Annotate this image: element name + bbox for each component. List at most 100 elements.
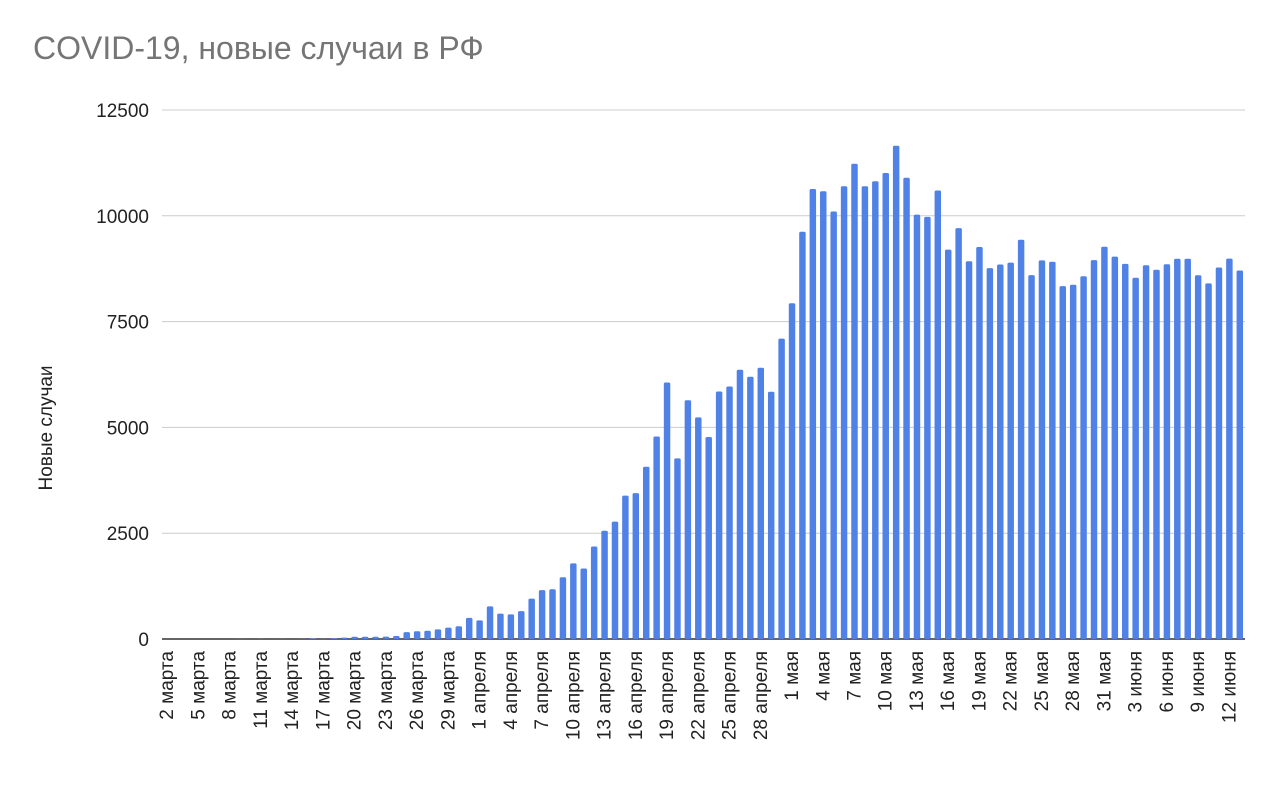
bar [361, 636, 369, 639]
bar [1174, 258, 1181, 639]
bar [590, 546, 598, 639]
x-tick-label: 29 марта [438, 651, 459, 731]
y-tick-label: 5000 [107, 418, 149, 439]
bar [997, 264, 1004, 639]
bar [757, 367, 765, 639]
bar [507, 614, 515, 639]
bar [330, 638, 338, 639]
bar [1153, 269, 1160, 639]
bar [830, 211, 837, 640]
bar [861, 186, 869, 639]
x-tick-label: 25 апреля [720, 651, 741, 740]
bar [892, 145, 900, 639]
bar [872, 181, 879, 639]
bar [1101, 246, 1108, 639]
bar [580, 568, 587, 639]
x-tick-label: 1 апреля [470, 651, 491, 730]
x-tick-label: 26 марта [407, 651, 428, 731]
bar [611, 521, 619, 639]
bar [736, 369, 744, 639]
bar [570, 563, 577, 639]
bar [1184, 258, 1191, 639]
chart-title: COVID-19, новые случаи в РФ [33, 30, 484, 66]
bar [1236, 270, 1244, 639]
x-tick-label: 19 мая [969, 651, 990, 711]
bar [799, 231, 806, 639]
x-tick-label: 5 марта [188, 651, 209, 720]
bar [1132, 277, 1139, 639]
bar [538, 590, 546, 639]
bar [955, 228, 962, 639]
x-tick-label: 17 марта [313, 651, 334, 731]
bar [1059, 286, 1066, 639]
y-tick-label: 7500 [107, 313, 149, 334]
bar [497, 613, 504, 639]
bar [726, 386, 733, 639]
bar [1028, 275, 1035, 639]
bar [705, 436, 712, 639]
bar [559, 577, 567, 639]
bar [913, 214, 921, 639]
bar [767, 391, 775, 639]
bar [1194, 275, 1202, 639]
x-tick-label: 4 мая [813, 651, 834, 701]
x-tick-label: 23 марта [376, 651, 397, 731]
bar [382, 636, 390, 639]
bar [601, 530, 608, 639]
bar [309, 638, 317, 639]
x-tick-label: 4 апреля [501, 651, 522, 730]
bar [518, 611, 525, 639]
x-tick-label: 2 марта [157, 651, 178, 720]
bar [372, 636, 379, 639]
x-tick-label: 22 апреля [688, 651, 709, 740]
x-tick-label: 28 мая [1063, 651, 1084, 711]
bar [674, 458, 681, 639]
bar [1142, 265, 1150, 639]
x-tick-label: 7 мая [845, 651, 866, 701]
bar [549, 589, 556, 639]
x-tick-label: 8 марта [220, 651, 241, 720]
bar [528, 598, 535, 639]
x-axis-ticks: 2 марта 5 марта 8 марта 11 марта 14 марта 17 … [157, 651, 1240, 741]
y-tick-label: 0 [138, 630, 149, 651]
bar [1049, 261, 1056, 639]
bar [976, 246, 983, 640]
bar [1163, 264, 1171, 639]
bar [695, 417, 702, 639]
x-tick-label: 14 марта [282, 651, 303, 731]
bar [1007, 262, 1014, 639]
bar [1122, 263, 1129, 639]
bar [882, 172, 889, 639]
bar [924, 216, 931, 639]
bar [1205, 283, 1212, 639]
bar [944, 249, 952, 639]
x-tick-label: 10 апреля [563, 651, 584, 740]
bar [653, 436, 660, 639]
bars [163, 145, 1244, 640]
x-tick-label: 1 мая [782, 651, 803, 701]
y-tick-label: 12500 [96, 101, 149, 122]
bar [465, 617, 473, 639]
bar [851, 163, 858, 639]
x-tick-label: 31 мая [1094, 651, 1115, 711]
y-axis-ticks: 0 2500 5000 7500 10000 12500 [96, 101, 149, 651]
y-axis-title: Новые случаи [36, 365, 57, 490]
bar [455, 626, 463, 639]
bar [622, 495, 629, 639]
x-tick-label: 9 июня [1188, 651, 1209, 713]
x-tick-label: 25 мая [1032, 651, 1053, 711]
x-tick-label: 6 июня [1157, 651, 1178, 713]
y-tick-label: 2500 [107, 524, 149, 545]
bar [1090, 260, 1098, 639]
x-tick-label: 3 июня [1126, 651, 1147, 713]
bar [424, 630, 431, 639]
bar [778, 338, 785, 639]
x-tick-label: 13 мая [907, 651, 928, 711]
bar [684, 400, 692, 639]
bar [1215, 267, 1223, 639]
y-tick-label: 10000 [96, 207, 149, 228]
bar [715, 391, 723, 639]
bar [903, 177, 910, 639]
x-tick-label: 7 апреля [532, 651, 553, 730]
bar [1226, 258, 1233, 639]
